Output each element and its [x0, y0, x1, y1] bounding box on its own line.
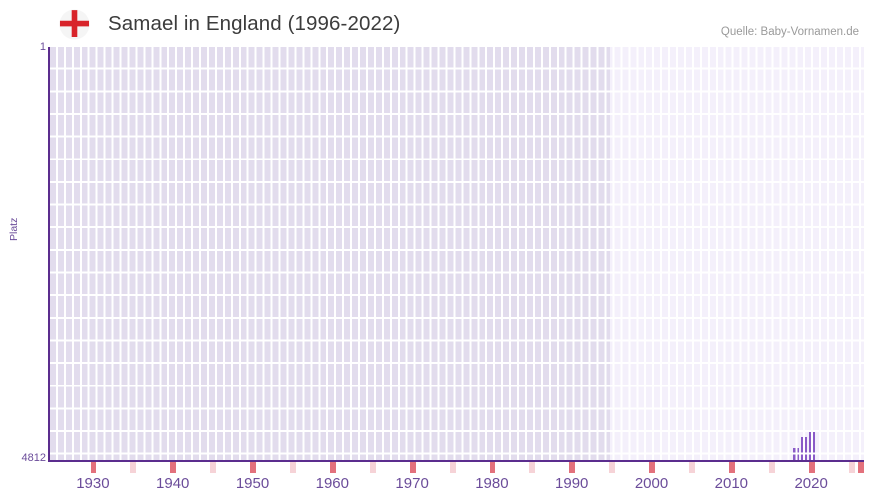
- x-tick-1960: 1960: [315, 475, 349, 492]
- x-tick-1970: 1970: [395, 475, 429, 492]
- x-tick-2020: 2020: [794, 475, 828, 492]
- axis-marker-1995: [609, 462, 616, 473]
- x-axis-marker-strip: [50, 462, 864, 473]
- page-title: Samael in England (1996-2022): [108, 12, 401, 35]
- x-axis-tick-labels: 1930 1940 1950 1960 1970 1980 1990 2000 2010 2020: [0, 475, 873, 497]
- y-axis-tick-top: 1: [39, 41, 46, 53]
- axis-marker-1985: [529, 462, 536, 473]
- axis-marker-2010: [728, 462, 735, 473]
- x-tick-2010: 2010: [714, 475, 749, 492]
- x-tick-1950: 1950: [235, 475, 270, 492]
- source-label: Quelle: Baby-Vornamen.de: [720, 26, 859, 38]
- x-axis-line: [50, 460, 864, 462]
- bar-2018[interactable]: [792, 448, 799, 460]
- axis-marker-2015: [768, 462, 775, 473]
- y-axis-tick-bottom: 4812: [21, 452, 46, 464]
- plot-background-historical: [50, 47, 611, 460]
- axis-marker-1930: [90, 462, 97, 473]
- chart-header: Samael in England (1996-2022) Quelle: Ba…: [0, 0, 873, 47]
- axis-marker-1970: [409, 462, 416, 473]
- x-tick-1940: 1940: [156, 475, 190, 492]
- axis-marker-2005: [689, 462, 695, 473]
- axis-marker-1955: [290, 462, 296, 473]
- x-tick-1980: 1980: [475, 475, 509, 492]
- bar-2020[interactable]: [808, 432, 815, 460]
- x-tick-1930: 1930: [76, 475, 110, 492]
- y-axis-line: [48, 47, 50, 462]
- axis-marker-1980: [489, 462, 496, 473]
- england-flag-icon: [59, 9, 90, 40]
- bar-2019[interactable]: [800, 437, 807, 460]
- plot-area: [50, 47, 864, 460]
- axis-marker-2020: [808, 462, 815, 473]
- x-tick-1990: 1990: [555, 475, 589, 492]
- axis-marker-1960: [329, 462, 336, 473]
- axis-marker-1940: [170, 462, 177, 473]
- axis-marker-1950: [250, 462, 256, 473]
- axis-marker-1965: [369, 462, 376, 473]
- axis-marker-2025: [848, 462, 855, 473]
- axis-marker-1945: [210, 462, 217, 473]
- x-tick-2000: 2000: [634, 475, 669, 492]
- plot-background-datarange: [610, 47, 864, 460]
- axis-marker-1975: [449, 462, 456, 473]
- y-axis-label: Platz: [8, 217, 20, 241]
- axis-marker-2000: [649, 462, 656, 473]
- axis-marker-edge: [858, 462, 864, 473]
- axis-marker-1935: [130, 462, 137, 473]
- axis-marker-1990: [569, 462, 576, 473]
